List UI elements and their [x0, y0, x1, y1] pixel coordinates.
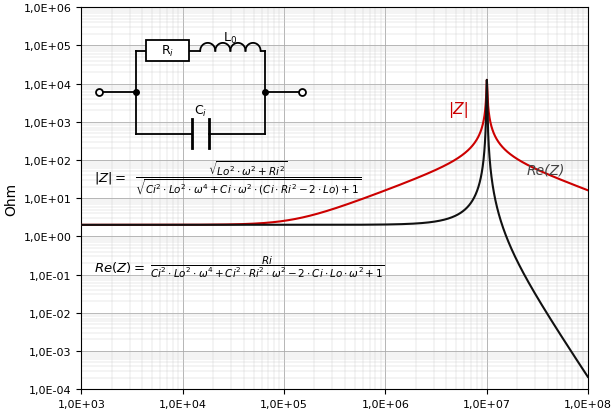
Text: C$_i$: C$_i$ [193, 104, 207, 119]
Text: $Re(Z)=$: $Re(Z)=$ [94, 260, 145, 275]
Text: R$_i$: R$_i$ [161, 44, 174, 59]
Bar [147, 41, 190, 62]
Y-axis label: Ohm: Ohm [4, 182, 18, 215]
Text: L$_0$: L$_0$ [224, 31, 237, 46]
Text: Re(Z): Re(Z) [527, 164, 565, 178]
Text: |Z|: |Z| [448, 102, 469, 117]
Text: $\dfrac{Ri}{Ci^2 \cdot Lo^2 \cdot \omega^4 + Ci^2 \cdot Ri^2 \cdot \omega^2 - 2 : $\dfrac{Ri}{Ci^2 \cdot Lo^2 \cdot \omega… [150, 255, 384, 280]
Text: $|Z|=$: $|Z|=$ [94, 170, 126, 186]
Text: $\dfrac{\sqrt{Lo^2 \cdot \omega^2 + Ri^2}}{\sqrt{Ci^2 \cdot Lo^2 \cdot \omega^4 : $\dfrac{\sqrt{Lo^2 \cdot \omega^2 + Ri^2… [135, 159, 361, 196]
